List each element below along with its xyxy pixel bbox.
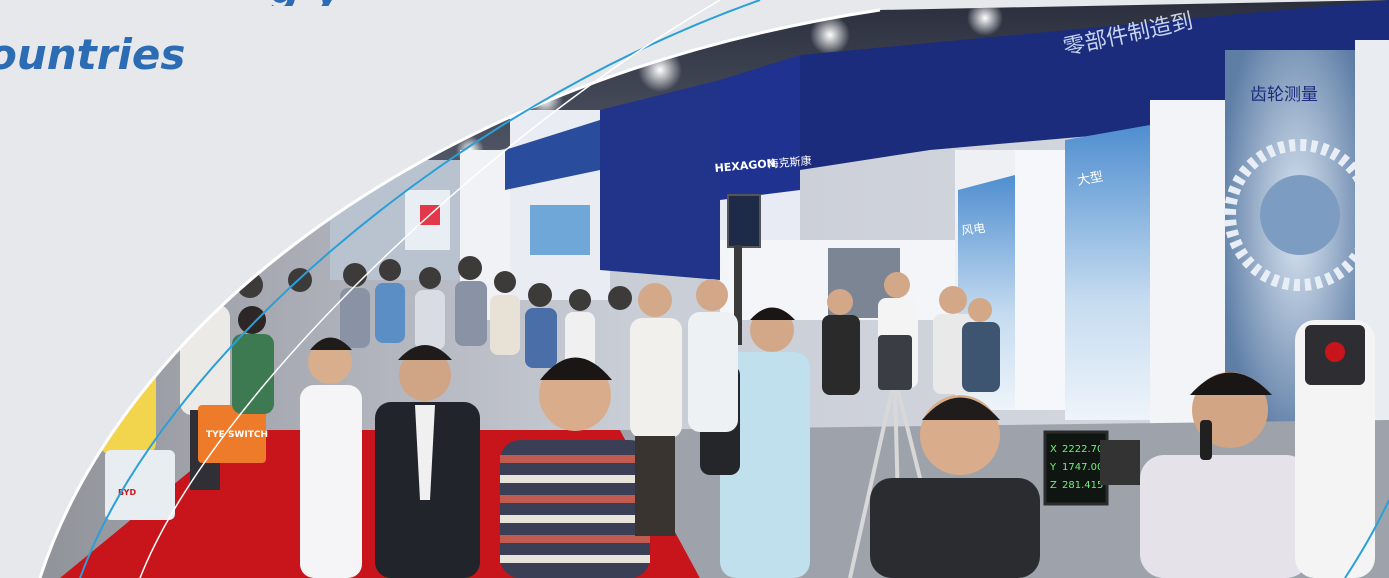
brand-logo: HEXAGON [714, 157, 776, 175]
readout-x: 2222.707 [1062, 444, 1110, 455]
readout-z-label: Z [1050, 480, 1057, 491]
wall-monitor [727, 194, 761, 248]
bag-logo: BYD [118, 488, 136, 497]
panel-text-large: 大型 [1076, 170, 1104, 189]
brand-cn: 海克斯康 [767, 153, 812, 171]
panel-large [1065, 125, 1150, 420]
decorative-arcs [38, 0, 1389, 578]
headline-text: ountries [0, 30, 186, 79]
readout-y: 1747.004 [1062, 462, 1110, 473]
headline-cropped-line: g y [270, 0, 630, 6]
bag-text: TYE SWITCH [206, 430, 268, 440]
brand-sign: HEXAGON 海克斯康 [714, 153, 812, 175]
readout-x-label: X [1050, 444, 1057, 455]
readout-z: 281.415 [1062, 480, 1103, 491]
gear-panel-title: 齿轮测量 [1250, 85, 1318, 105]
booth-wall-left [600, 80, 720, 280]
readout-y-label: Y [1049, 462, 1057, 473]
panel-text-wind: 风电 [960, 221, 986, 238]
crowd: TYE SWITCH BYD [100, 256, 1375, 578]
booth-wall-main [800, 0, 1389, 170]
striped-shirt [500, 440, 650, 578]
coordinate-monitor: X 2222.707 Y 1747.004 Z 281.415 [1043, 430, 1110, 506]
